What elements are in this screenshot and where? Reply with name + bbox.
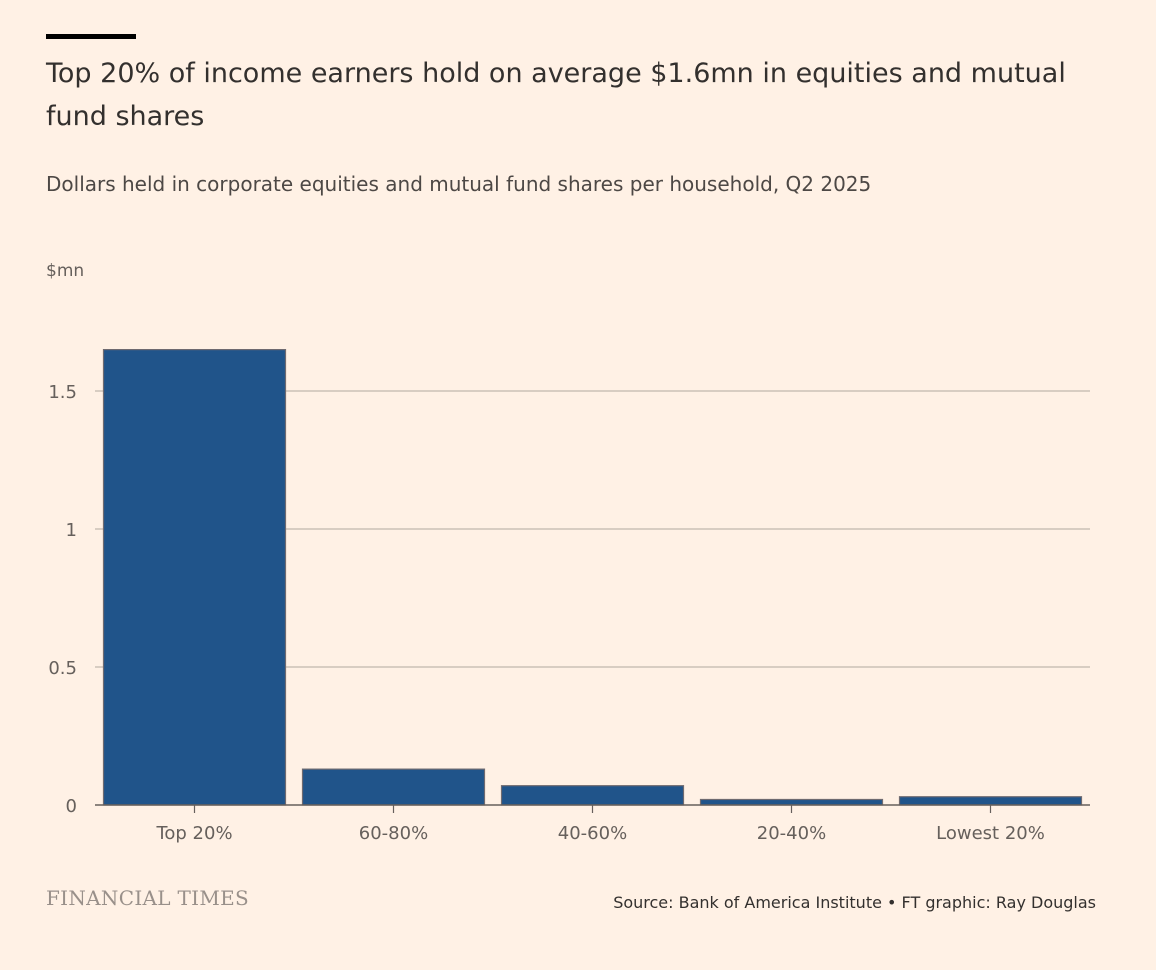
chart-subtitle: Dollars held in corporate equities and m…	[46, 172, 872, 196]
x-tick-label: 20-40%	[757, 823, 826, 844]
ft-logo: FINANCIAL TIMES	[46, 886, 250, 910]
x-tick-label: 40-60%	[558, 823, 627, 844]
chart-title: Top 20% of income earners hold on averag…	[46, 58, 1066, 132]
bar	[102, 349, 287, 806]
bar	[500, 785, 685, 806]
bar	[898, 796, 1083, 806]
y-axis-unit-label: $mn	[46, 261, 85, 281]
bar	[699, 798, 884, 806]
x-tick-label: 60-80%	[359, 823, 428, 844]
header-rule	[46, 34, 136, 39]
bar	[301, 768, 486, 806]
y-tick-label: 0.5	[48, 658, 77, 679]
source-credit: Source: Bank of America Institute • FT g…	[613, 893, 1096, 912]
y-tick-label: 1	[66, 520, 77, 541]
y-tick-label: 1.5	[48, 382, 77, 403]
x-tick-label: Top 20%	[155, 823, 232, 844]
y-tick-label: 0	[66, 796, 77, 817]
x-tick-label: Lowest 20%	[936, 823, 1045, 844]
